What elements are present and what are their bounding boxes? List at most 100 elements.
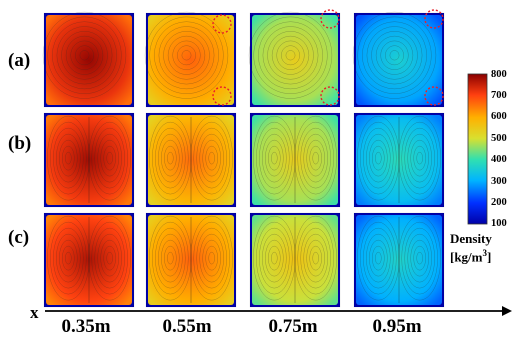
streamline (262, 26, 319, 85)
streamline (199, 133, 224, 183)
streamline (164, 145, 177, 171)
streamline (256, 221, 293, 295)
streamline (190, 115, 233, 201)
streamline (385, 45, 404, 66)
streamline (366, 133, 391, 183)
streamline (375, 35, 414, 75)
colorbar-title: Density (450, 231, 492, 246)
streamline (56, 233, 81, 283)
contour-panel (249, 112, 341, 208)
streamline (268, 145, 281, 171)
streamline (366, 26, 423, 85)
streamline (265, 139, 284, 177)
streamline (297, 221, 334, 295)
streamline (208, 151, 215, 165)
streamline (268, 245, 281, 271)
streamline (357, 215, 400, 301)
streamline (149, 115, 192, 201)
streamline (53, 127, 84, 189)
streamline (167, 251, 174, 265)
streamline (161, 139, 180, 177)
streamline (59, 139, 78, 177)
streamline (401, 221, 438, 295)
streamline (369, 239, 388, 277)
streamline (163, 31, 210, 80)
streamline (271, 251, 278, 265)
contour-panels (42, 9, 445, 308)
highlight-circle (424, 9, 444, 29)
streamline (398, 215, 441, 301)
streamline (193, 221, 230, 295)
streamline (306, 139, 325, 177)
streamline (106, 251, 113, 265)
streamline (407, 133, 432, 183)
streamline (363, 127, 394, 189)
streamline (167, 151, 174, 165)
streamline (276, 40, 305, 70)
streamline (88, 115, 131, 201)
streamline (312, 151, 319, 165)
row-label-b: (b) (8, 133, 32, 154)
contour-panel (352, 11, 445, 108)
streamline (372, 245, 385, 271)
colorbar-tick: 800 (491, 69, 507, 80)
column-label-4: 0.95m (372, 316, 422, 337)
streamline (300, 127, 331, 189)
streamline (91, 221, 128, 295)
streamline (177, 45, 196, 66)
streamline (167, 35, 206, 75)
streamline (106, 151, 113, 165)
streamline (152, 121, 189, 195)
streamline (281, 45, 300, 66)
colorbar-tick: 300 (491, 176, 507, 187)
contour-panel (144, 11, 237, 108)
streamline (205, 145, 218, 171)
streamline (103, 145, 116, 171)
contour-panel (353, 112, 445, 208)
streamline (65, 251, 72, 265)
highlight-circle (424, 86, 444, 106)
highlight-circle (212, 14, 232, 34)
highlight-circle (320, 9, 340, 29)
streamline (155, 227, 186, 289)
streamline (407, 233, 432, 283)
streamline (300, 227, 331, 289)
row-label-a: (a) (8, 50, 31, 71)
streamline (158, 233, 183, 283)
streamline (62, 245, 75, 271)
streamline (410, 239, 429, 277)
streamline (297, 121, 334, 195)
streamline (404, 127, 435, 189)
streamline (401, 121, 438, 195)
column-label-2: 0.55m (162, 316, 212, 337)
streamline (262, 133, 287, 183)
streamline (416, 151, 423, 165)
streamline (62, 145, 75, 171)
streamline (366, 233, 391, 283)
streamline (306, 239, 325, 277)
streamline (181, 50, 192, 61)
streamline (389, 50, 400, 61)
streamline (294, 115, 337, 201)
streamline (375, 251, 382, 265)
highlight-circle (320, 86, 340, 106)
colorbar (467, 73, 488, 225)
streamline (199, 233, 224, 283)
streamline (248, 11, 333, 99)
streamline (70, 40, 99, 70)
contour-panel (248, 11, 341, 108)
streamline (267, 31, 314, 80)
streamline (360, 221, 397, 295)
streamline (259, 227, 290, 289)
streamline (285, 50, 296, 61)
streamline (97, 133, 122, 183)
column-label-1: 0.35m (61, 316, 111, 337)
colorbar-tick: 500 (491, 133, 507, 144)
streamline (94, 127, 125, 189)
streamline (61, 31, 108, 80)
streamline (253, 115, 296, 201)
streamline (312, 251, 319, 265)
streamline (371, 31, 418, 80)
contour-panel (43, 212, 135, 308)
